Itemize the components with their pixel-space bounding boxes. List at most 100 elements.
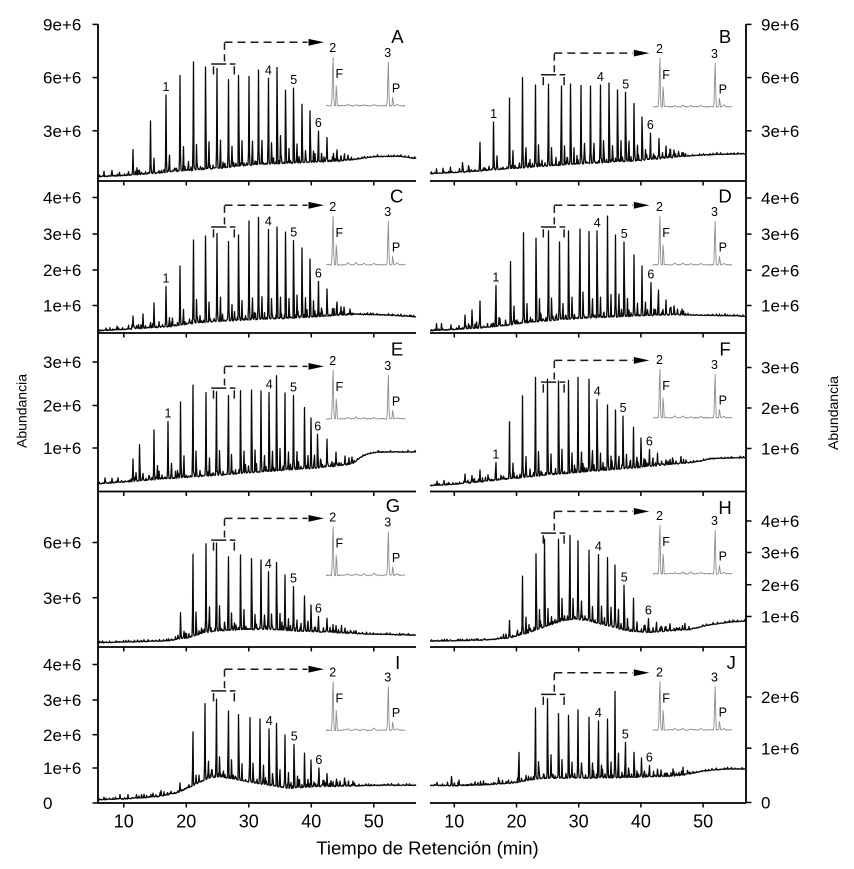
svg-text:0: 0 <box>761 794 770 813</box>
svg-text:6: 6 <box>645 604 652 618</box>
svg-text:2e+6: 2e+6 <box>43 397 81 416</box>
svg-text:1: 1 <box>492 448 499 462</box>
svg-text:2: 2 <box>656 42 663 56</box>
svg-text:40: 40 <box>301 812 321 832</box>
svg-text:1e+6: 1e+6 <box>761 297 799 316</box>
svg-text:4: 4 <box>266 714 273 728</box>
svg-text:4: 4 <box>265 557 272 571</box>
svg-text:6: 6 <box>647 268 654 282</box>
svg-text:1e+6: 1e+6 <box>761 440 799 459</box>
svg-text:3e+6: 3e+6 <box>43 589 81 608</box>
svg-text:1: 1 <box>163 272 170 286</box>
svg-text:3: 3 <box>384 359 391 373</box>
svg-text:6: 6 <box>315 267 322 281</box>
svg-text:E: E <box>391 339 403 360</box>
svg-text:1e+6: 1e+6 <box>43 297 81 316</box>
svg-text:F: F <box>335 67 343 81</box>
svg-text:9e+6: 9e+6 <box>761 16 799 35</box>
svg-text:6: 6 <box>646 750 653 764</box>
svg-text:6: 6 <box>647 118 654 132</box>
svg-text:2e+6: 2e+6 <box>761 688 799 707</box>
svg-text:4: 4 <box>597 70 604 84</box>
svg-text:P: P <box>392 81 400 95</box>
svg-text:F: F <box>662 379 670 393</box>
svg-text:Abundancia: Abundancia <box>13 374 29 448</box>
svg-text:2e+6: 2e+6 <box>43 726 81 745</box>
svg-text:4e+6: 4e+6 <box>43 656 81 675</box>
svg-text:2: 2 <box>329 200 336 214</box>
svg-text:2e+6: 2e+6 <box>761 399 799 418</box>
svg-text:10: 10 <box>114 812 134 832</box>
svg-text:F: F <box>335 692 343 706</box>
svg-text:P: P <box>392 240 400 254</box>
svg-text:5: 5 <box>621 227 628 241</box>
svg-text:P: P <box>719 549 727 563</box>
svg-text:D: D <box>718 186 731 207</box>
svg-text:B: B <box>719 26 731 47</box>
svg-text:4: 4 <box>595 540 602 554</box>
svg-text:9e+6: 9e+6 <box>43 16 81 35</box>
svg-text:3: 3 <box>384 516 391 530</box>
svg-text:F: F <box>662 68 670 82</box>
svg-text:6e+6: 6e+6 <box>43 69 81 88</box>
svg-text:5: 5 <box>291 730 298 744</box>
svg-text:3: 3 <box>384 46 391 60</box>
svg-text:4: 4 <box>594 216 601 230</box>
svg-text:1e+6: 1e+6 <box>43 439 81 458</box>
svg-text:2: 2 <box>329 511 336 525</box>
svg-text:2e+6: 2e+6 <box>761 261 799 280</box>
svg-text:5: 5 <box>290 572 297 586</box>
svg-text:1e+6: 1e+6 <box>43 759 81 778</box>
svg-text:3e+6: 3e+6 <box>761 544 799 563</box>
svg-text:20: 20 <box>506 812 526 832</box>
svg-text:P: P <box>719 82 727 96</box>
svg-text:F: F <box>662 535 670 549</box>
svg-text:Abundancia: Abundancia <box>825 376 841 450</box>
svg-text:1: 1 <box>490 107 497 121</box>
svg-text:Tiempo de Retención (min): Tiempo de Retención (min) <box>316 838 538 859</box>
svg-text:1: 1 <box>165 407 172 421</box>
svg-text:3e+6: 3e+6 <box>43 225 81 244</box>
svg-text:3e+6: 3e+6 <box>761 225 799 244</box>
svg-text:3: 3 <box>711 358 718 372</box>
svg-text:3e+6: 3e+6 <box>761 359 799 378</box>
svg-text:F: F <box>335 537 343 551</box>
svg-text:0: 0 <box>43 794 52 813</box>
svg-text:5: 5 <box>290 226 297 240</box>
svg-text:H: H <box>718 497 731 518</box>
svg-text:2: 2 <box>656 509 663 523</box>
svg-text:30: 30 <box>239 812 259 832</box>
svg-text:F: F <box>662 691 670 705</box>
svg-text:5: 5 <box>290 73 297 87</box>
svg-text:P: P <box>392 551 400 565</box>
svg-text:3e+6: 3e+6 <box>761 122 799 141</box>
svg-text:6: 6 <box>646 435 653 449</box>
svg-text:3e+6: 3e+6 <box>43 691 81 710</box>
svg-text:4e+6: 4e+6 <box>761 189 799 208</box>
svg-text:P: P <box>392 706 400 720</box>
svg-text:P: P <box>719 240 727 254</box>
svg-text:5: 5 <box>622 77 629 91</box>
svg-text:3e+6: 3e+6 <box>43 353 81 372</box>
svg-text:2: 2 <box>329 666 336 680</box>
svg-text:4e+6: 4e+6 <box>761 512 799 531</box>
svg-text:1: 1 <box>163 80 170 94</box>
svg-text:6: 6 <box>315 753 322 767</box>
svg-text:F: F <box>662 226 670 240</box>
svg-text:30: 30 <box>569 812 589 832</box>
svg-text:4: 4 <box>266 378 273 392</box>
svg-text:5: 5 <box>621 570 628 584</box>
svg-text:4e+6: 4e+6 <box>43 189 81 208</box>
svg-text:10: 10 <box>444 812 464 832</box>
svg-text:4: 4 <box>265 215 272 229</box>
svg-text:6: 6 <box>315 116 322 130</box>
svg-text:3: 3 <box>384 205 391 219</box>
svg-text:F: F <box>335 380 343 394</box>
svg-text:4: 4 <box>594 385 601 399</box>
svg-text:P: P <box>719 706 727 720</box>
svg-text:50: 50 <box>693 812 713 832</box>
svg-text:6e+6: 6e+6 <box>43 534 81 553</box>
svg-text:5: 5 <box>620 401 627 415</box>
svg-text:F: F <box>719 339 730 360</box>
svg-text:4: 4 <box>595 706 602 720</box>
